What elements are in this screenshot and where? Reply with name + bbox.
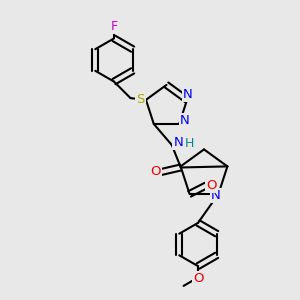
Text: N: N (173, 136, 183, 149)
Text: S: S (136, 93, 145, 106)
Text: O: O (206, 179, 217, 192)
Text: N: N (180, 115, 190, 128)
Text: N: N (183, 88, 193, 101)
Text: H: H (184, 137, 194, 150)
Text: O: O (193, 272, 203, 285)
Text: N: N (211, 189, 221, 202)
Text: O: O (151, 166, 161, 178)
Text: F: F (110, 20, 118, 34)
